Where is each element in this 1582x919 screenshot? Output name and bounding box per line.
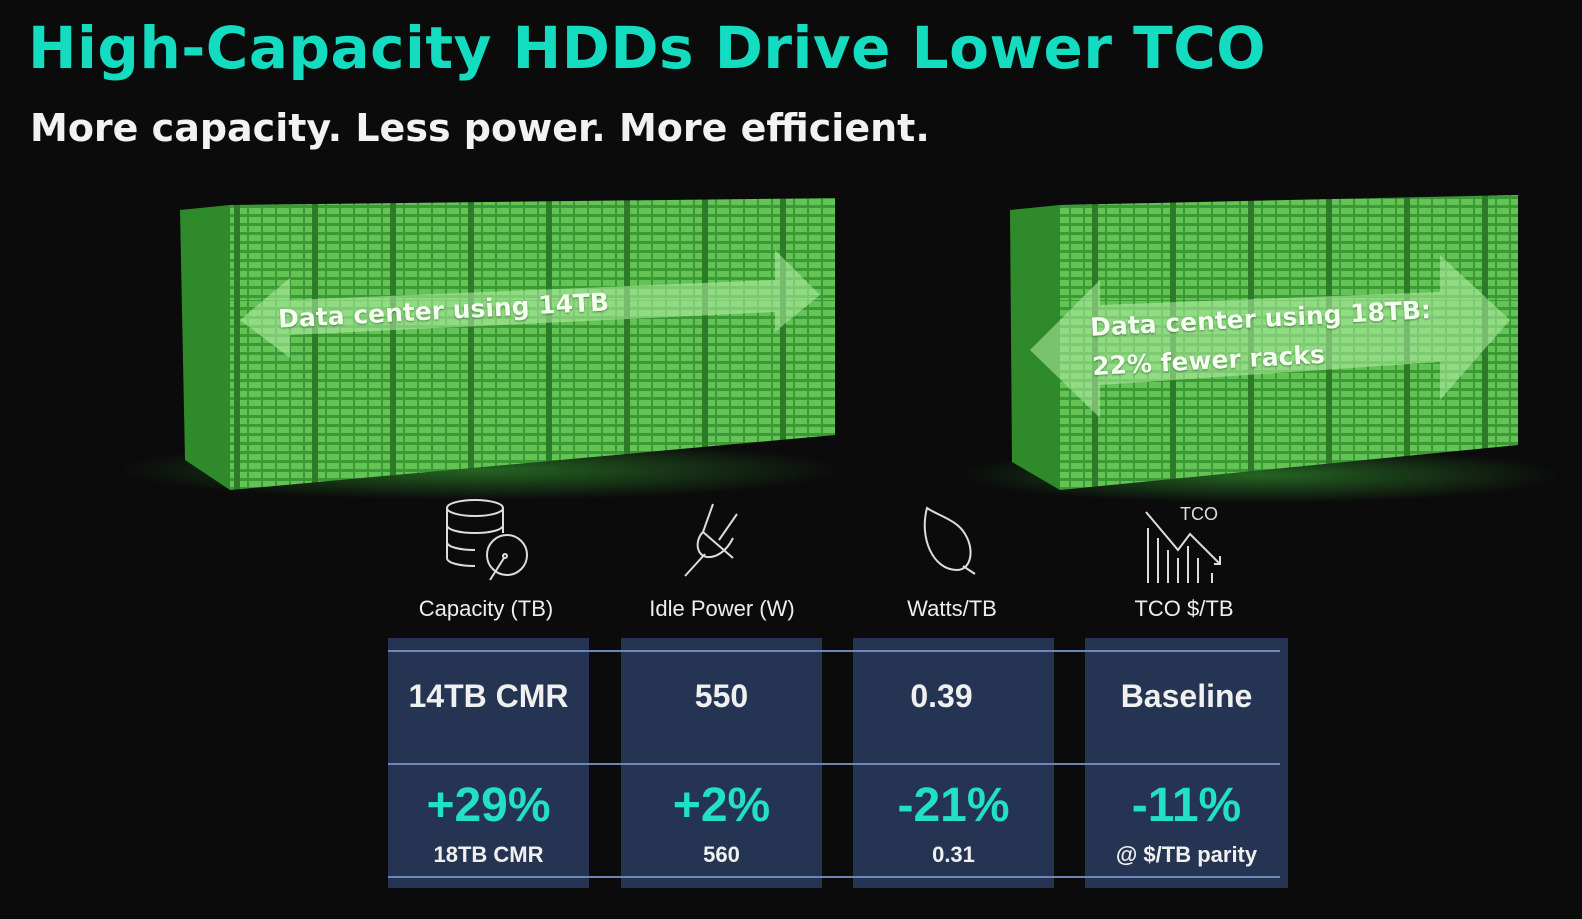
change-value: -11%: [1131, 779, 1242, 832]
baseline-value: 550: [694, 678, 749, 714]
table-divider: [388, 763, 1280, 765]
table-divider: [388, 650, 1280, 652]
rack-block-14tb: [120, 198, 840, 500]
svg-text:TCO: TCO: [1180, 504, 1218, 524]
power-plug-icon: [684, 503, 738, 577]
baseline-value: 14TB CMR: [408, 678, 569, 714]
slide-title: High-Capacity HDDs Drive Lower TCO: [28, 14, 1267, 82]
detail-value: 0.31: [932, 842, 975, 867]
column-header-watts-per-tb: Watts/TB: [907, 596, 997, 621]
detail-value: 18TB CMR: [433, 842, 544, 867]
double-arrow-icon: [240, 250, 820, 358]
change-value: +2%: [672, 779, 771, 832]
table-divider: [388, 876, 1280, 878]
column-header-tco: TCO $/TB: [1134, 596, 1234, 621]
column-header-capacity: Capacity (TB): [418, 596, 554, 621]
column-header-idle-power: Idle Power (W): [649, 596, 795, 621]
rack-block-18tb: [960, 195, 1560, 503]
slide-subtitle: More capacity. Less power. More efficien…: [30, 106, 930, 150]
change-value: +29%: [426, 779, 551, 832]
detail-value: 560: [703, 842, 740, 867]
tco-trend-down-icon: TCO: [1145, 504, 1221, 583]
leaf-icon: [923, 506, 976, 575]
detail-value: @ $/TB parity: [1115, 842, 1258, 867]
database-disk-icon: [446, 499, 528, 581]
double-arrow-icon: [1030, 255, 1510, 418]
baseline-value: Baseline: [1120, 678, 1253, 714]
baseline-value: 0.39: [910, 678, 973, 714]
change-value: -21%: [897, 779, 1010, 832]
